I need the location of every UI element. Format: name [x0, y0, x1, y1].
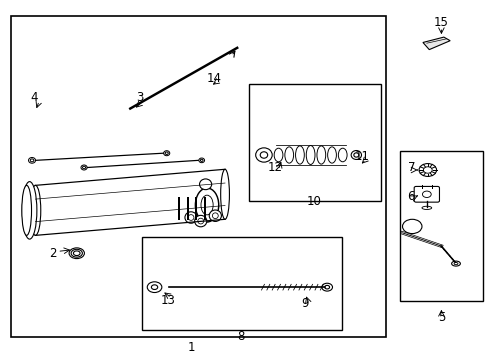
- Ellipse shape: [22, 181, 37, 239]
- Ellipse shape: [151, 285, 158, 289]
- Text: 14: 14: [206, 72, 222, 85]
- Ellipse shape: [321, 283, 332, 291]
- Ellipse shape: [350, 150, 361, 159]
- Polygon shape: [422, 37, 449, 50]
- Ellipse shape: [316, 146, 325, 164]
- Ellipse shape: [220, 169, 229, 219]
- Ellipse shape: [198, 218, 203, 224]
- FancyBboxPatch shape: [413, 186, 439, 202]
- Text: 2: 2: [49, 247, 56, 260]
- Ellipse shape: [147, 282, 162, 293]
- Ellipse shape: [295, 146, 304, 164]
- Ellipse shape: [338, 148, 346, 162]
- Ellipse shape: [421, 206, 431, 210]
- Ellipse shape: [199, 179, 211, 190]
- Ellipse shape: [285, 147, 293, 163]
- Ellipse shape: [30, 185, 41, 235]
- Ellipse shape: [73, 251, 80, 256]
- Ellipse shape: [71, 249, 82, 257]
- Ellipse shape: [200, 159, 203, 161]
- Bar: [399, 152, 482, 301]
- Bar: [249, 84, 380, 202]
- Circle shape: [423, 167, 431, 173]
- Ellipse shape: [165, 152, 168, 154]
- Ellipse shape: [453, 262, 457, 265]
- Ellipse shape: [28, 157, 36, 163]
- Text: 5: 5: [437, 311, 444, 324]
- Text: 11: 11: [354, 150, 369, 163]
- Ellipse shape: [353, 153, 358, 157]
- Ellipse shape: [22, 185, 31, 235]
- Text: 7: 7: [407, 161, 414, 174]
- Ellipse shape: [199, 158, 204, 163]
- Ellipse shape: [305, 145, 314, 165]
- Ellipse shape: [81, 165, 87, 170]
- Ellipse shape: [194, 215, 206, 227]
- Ellipse shape: [260, 152, 267, 158]
- Circle shape: [418, 163, 436, 176]
- Bar: [11, 16, 385, 337]
- Ellipse shape: [195, 188, 218, 222]
- Ellipse shape: [327, 147, 336, 163]
- Ellipse shape: [451, 261, 459, 266]
- Ellipse shape: [255, 148, 272, 162]
- Text: 9: 9: [301, 297, 308, 310]
- Ellipse shape: [274, 148, 283, 162]
- Text: 12: 12: [267, 161, 282, 174]
- Text: 1: 1: [187, 341, 194, 354]
- Text: 13: 13: [161, 294, 175, 307]
- Ellipse shape: [184, 212, 197, 223]
- Ellipse shape: [209, 210, 221, 221]
- Ellipse shape: [30, 159, 34, 162]
- Text: 3: 3: [136, 91, 143, 104]
- Text: 6: 6: [407, 190, 414, 203]
- Ellipse shape: [324, 285, 329, 289]
- Text: 8: 8: [237, 330, 244, 343]
- Ellipse shape: [201, 195, 213, 215]
- Text: 15: 15: [433, 16, 448, 29]
- Ellipse shape: [69, 248, 84, 258]
- Ellipse shape: [212, 213, 218, 219]
- Text: 10: 10: [306, 195, 321, 208]
- Circle shape: [402, 219, 421, 234]
- Circle shape: [422, 191, 430, 198]
- Bar: [142, 237, 341, 330]
- Ellipse shape: [163, 151, 169, 156]
- Text: 4: 4: [31, 91, 38, 104]
- Ellipse shape: [82, 166, 85, 169]
- Ellipse shape: [188, 215, 194, 220]
